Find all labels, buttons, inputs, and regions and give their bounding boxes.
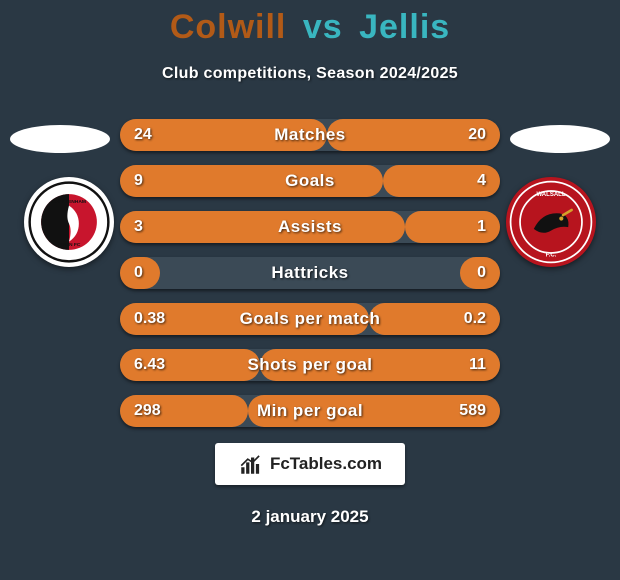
vs-text: vs <box>303 8 343 46</box>
stat-value-right: 0 <box>477 257 486 289</box>
stat-bar-left <box>120 165 383 197</box>
page-title: Colwill vs Jellis <box>0 0 620 47</box>
stat-value-left: 298 <box>134 395 161 427</box>
subtitle: Club competitions, Season 2024/2025 <box>0 65 620 83</box>
stat-value-left: 0 <box>134 257 143 289</box>
flag-right <box>510 125 610 153</box>
stat-value-right: 4 <box>477 165 486 197</box>
player2-name: Jellis <box>359 8 450 46</box>
stat-value-right: 0.2 <box>464 303 486 335</box>
walsall-crest-icon: WALSALL F.C. <box>508 179 594 265</box>
stat-value-right: 1 <box>477 211 486 243</box>
stat-label: Min per goal <box>257 401 363 421</box>
svg-text:TOWN FC: TOWN FC <box>58 242 81 248</box>
branding-text: FcTables.com <box>270 454 382 474</box>
stat-value-right: 589 <box>459 395 486 427</box>
stat-value-right: 11 <box>469 349 486 381</box>
branding-box: FcTables.com <box>215 443 405 485</box>
stat-value-right: 20 <box>468 119 486 151</box>
stat-value-left: 0.38 <box>134 303 165 335</box>
stat-bar-left <box>120 211 405 243</box>
stat-row: 6.43 11 Shots per goal <box>120 349 500 381</box>
cheltenham-crest-icon: CHELTENHAM TOWN FC <box>28 181 110 263</box>
stat-row: 298 589 Min per goal <box>120 395 500 427</box>
flag-left <box>10 125 110 153</box>
stat-value-left: 3 <box>134 211 143 243</box>
player1-name: Colwill <box>170 8 287 46</box>
stat-rows: 24 20 Matches 9 4 Goals 3 1 Assists 0 0 Hattricks 0.… <box>120 103 500 427</box>
stat-value-left: 24 <box>134 119 152 151</box>
svg-text:CHELTENHAM: CHELTENHAM <box>52 199 86 205</box>
comparison-stage: CHELTENHAM TOWN FC WALSALL F.C. 24 20 Matc… <box>0 103 620 427</box>
stat-label: Goals per match <box>240 309 381 329</box>
team-crest-left: CHELTENHAM TOWN FC <box>24 177 114 267</box>
fctables-logo-icon <box>238 451 264 477</box>
stat-row: 0.38 0.2 Goals per match <box>120 303 500 335</box>
svg-text:F.C.: F.C. <box>546 252 557 258</box>
stat-label: Assists <box>278 217 342 237</box>
stat-label: Hattricks <box>271 263 348 283</box>
stat-row: 24 20 Matches <box>120 119 500 151</box>
stat-value-left: 9 <box>134 165 143 197</box>
stat-label: Shots per goal <box>247 355 372 375</box>
stat-row: 0 0 Hattricks <box>120 257 500 289</box>
stat-row: 9 4 Goals <box>120 165 500 197</box>
stat-value-left: 6.43 <box>134 349 165 381</box>
stat-label: Matches <box>274 125 346 145</box>
date-text: 2 january 2025 <box>0 507 620 527</box>
stat-row: 3 1 Assists <box>120 211 500 243</box>
svg-text:WALSALL: WALSALL <box>536 192 565 198</box>
stat-label: Goals <box>285 171 335 191</box>
team-crest-right: WALSALL F.C. <box>506 177 596 267</box>
